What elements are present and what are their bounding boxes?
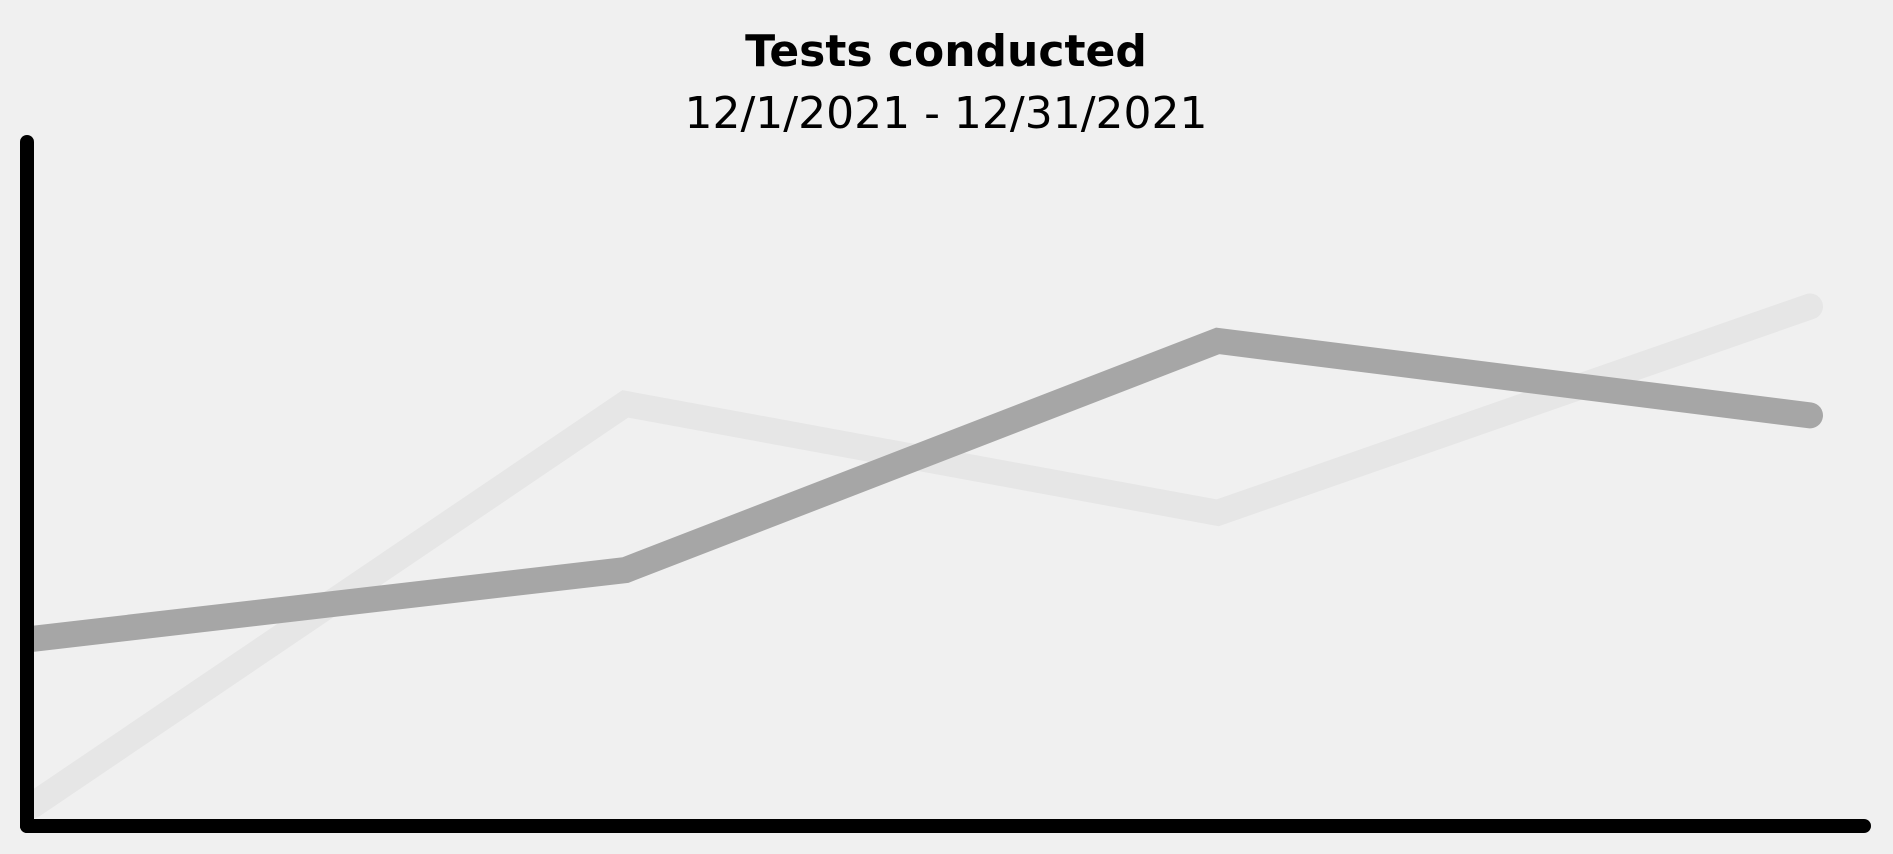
series-line-1 <box>27 327 1823 652</box>
chart-subtitle: 12/1/2021 - 12/31/2021 <box>684 88 1207 139</box>
chart-title: Tests conducted <box>745 26 1147 77</box>
series-layer <box>27 293 1823 818</box>
